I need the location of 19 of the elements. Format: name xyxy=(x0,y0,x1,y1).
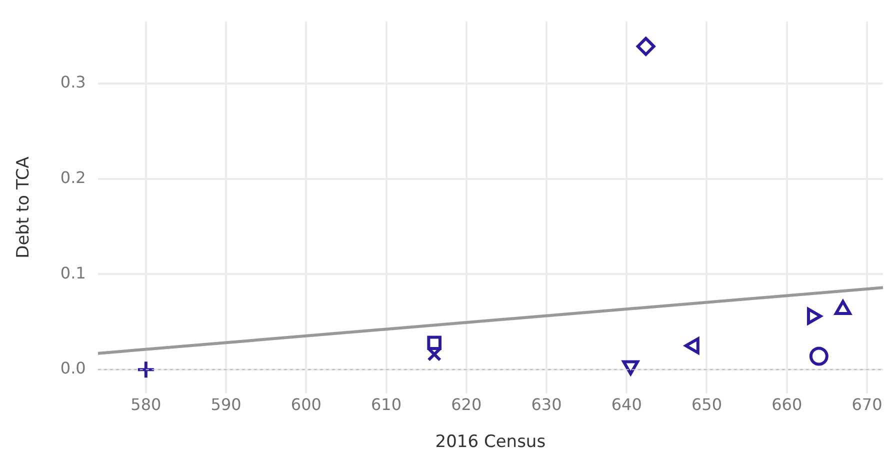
x-tick-label: 600 xyxy=(290,395,322,414)
y-tick-label: 0.2 xyxy=(60,168,86,188)
x-tick-label: 620 xyxy=(451,395,482,414)
point xyxy=(427,336,442,350)
y-tick-label: 0.1 xyxy=(60,263,86,282)
x-tick-label: 590 xyxy=(210,395,242,414)
y-tick-label: 0.3 xyxy=(60,72,86,92)
x-axis-title: 2016 Census xyxy=(435,432,546,452)
y-axis-title: Debt to TCA xyxy=(14,156,34,258)
x-tick-label: 650 xyxy=(691,395,722,414)
x-tick-label: 580 xyxy=(130,395,162,414)
x-tick-label: 630 xyxy=(531,395,562,414)
x-tick-label: 670 xyxy=(852,395,882,414)
x-tick-label: 660 xyxy=(772,395,802,414)
point xyxy=(636,36,656,56)
x-tick-label: 610 xyxy=(370,395,402,414)
y-tick-label: 0.0 xyxy=(60,358,86,378)
x-tick-label: 640 xyxy=(611,395,642,414)
point xyxy=(809,346,828,366)
